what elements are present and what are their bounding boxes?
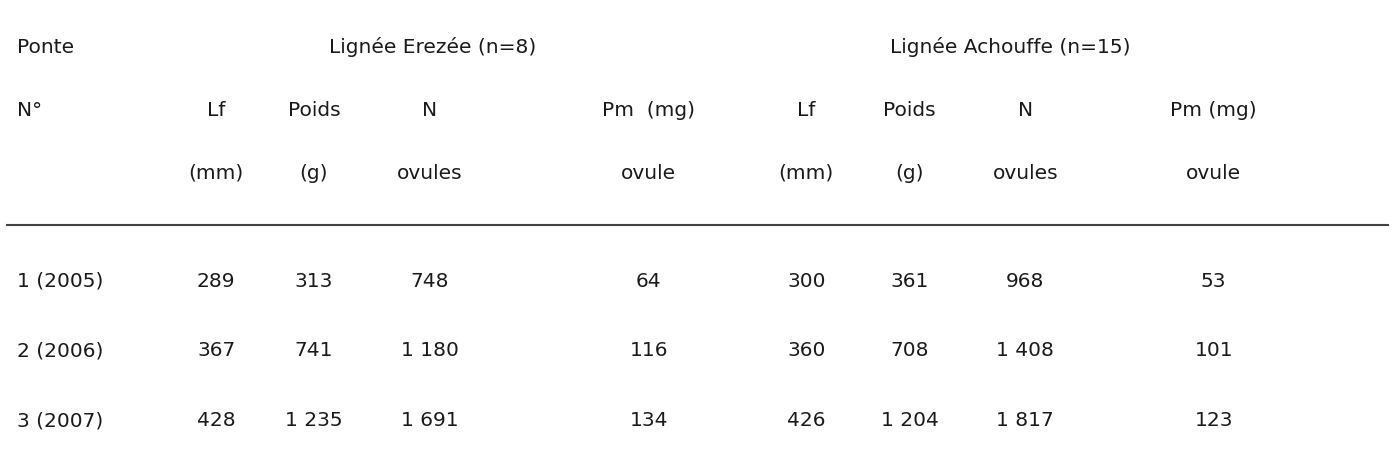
Text: (mm): (mm) (778, 164, 834, 183)
Text: Ponte: Ponte (17, 38, 74, 57)
Text: Pm  (mg): Pm (mg) (603, 101, 695, 120)
Text: 741: 741 (294, 342, 333, 360)
Text: Poids: Poids (883, 101, 936, 120)
Text: 300: 300 (787, 272, 826, 291)
Text: Lignée Erezée (n=8): Lignée Erezée (n=8) (329, 37, 536, 57)
Text: 1 691: 1 691 (400, 411, 459, 430)
Text: 360: 360 (787, 342, 826, 360)
Text: 748: 748 (410, 272, 449, 291)
Text: Lf: Lf (206, 101, 226, 120)
Text: 134: 134 (629, 411, 668, 430)
Text: 1 (2005): 1 (2005) (17, 272, 103, 291)
Text: ovule: ovule (1186, 164, 1242, 183)
Text: 426: 426 (787, 411, 826, 430)
Text: 2 (2006): 2 (2006) (17, 342, 103, 360)
Text: Poids: Poids (287, 101, 340, 120)
Text: (g): (g) (300, 164, 328, 183)
Text: Lignée Achouffe (n=15): Lignée Achouffe (n=15) (890, 37, 1130, 57)
Text: 116: 116 (629, 342, 668, 360)
Text: 428: 428 (197, 411, 236, 430)
Text: 101: 101 (1194, 342, 1233, 360)
Text: 53: 53 (1201, 272, 1226, 291)
Text: 1 204: 1 204 (880, 411, 939, 430)
Text: 1 408: 1 408 (996, 342, 1055, 360)
Text: 3 (2007): 3 (2007) (17, 411, 103, 430)
Text: 1 180: 1 180 (400, 342, 459, 360)
Text: 367: 367 (197, 342, 236, 360)
Text: (g): (g) (896, 164, 923, 183)
Text: N: N (423, 101, 437, 120)
Text: N: N (1018, 101, 1032, 120)
Text: ovules: ovules (396, 164, 463, 183)
Text: 968: 968 (1006, 272, 1045, 291)
Text: 1 235: 1 235 (285, 411, 343, 430)
Text: 361: 361 (890, 272, 929, 291)
Text: ovule: ovule (621, 164, 677, 183)
Text: N°: N° (17, 101, 42, 120)
Text: ovules: ovules (992, 164, 1059, 183)
Text: (mm): (mm) (188, 164, 244, 183)
Text: 708: 708 (890, 342, 929, 360)
Text: 289: 289 (197, 272, 236, 291)
Text: 123: 123 (1194, 411, 1233, 430)
Text: Pm (mg): Pm (mg) (1170, 101, 1257, 120)
Text: 64: 64 (636, 272, 661, 291)
Text: 313: 313 (294, 272, 333, 291)
Text: 1 817: 1 817 (996, 411, 1055, 430)
Text: Lf: Lf (797, 101, 816, 120)
